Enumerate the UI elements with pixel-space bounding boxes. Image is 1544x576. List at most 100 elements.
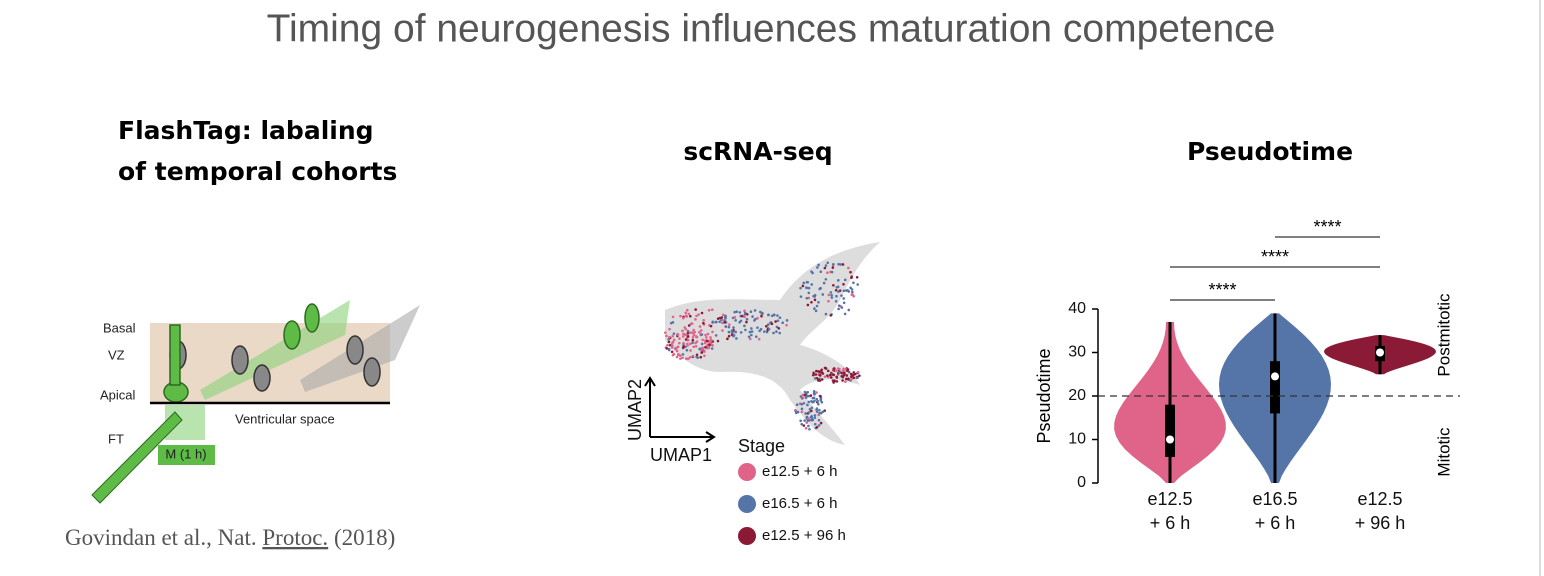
umap-cell <box>785 319 789 322</box>
umap-cell <box>815 304 819 308</box>
umap-cell <box>759 327 763 331</box>
umap-cell <box>810 399 813 403</box>
umap-cell <box>686 329 690 333</box>
umap-cell <box>851 290 854 294</box>
axis-label: UMAP1 <box>650 445 712 465</box>
y-axis-label: Pseudotime <box>1034 348 1054 443</box>
umap-cell <box>714 320 717 324</box>
umap-cell <box>720 318 723 322</box>
umap-cell <box>685 348 689 352</box>
umap-cell <box>727 334 731 338</box>
umap-cell <box>832 284 835 287</box>
umap-cell <box>807 296 811 300</box>
umap-cell <box>811 271 814 275</box>
umap-cell <box>705 339 709 343</box>
umap-cell <box>813 416 817 420</box>
legend-swatch <box>738 527 756 545</box>
umap-cell <box>678 337 681 340</box>
umap-cell <box>702 318 705 322</box>
umap-cell <box>727 330 731 334</box>
umap-cell <box>690 322 694 325</box>
umap-cell <box>810 301 813 304</box>
umap-cell <box>703 354 706 358</box>
umap-cell <box>799 419 802 423</box>
umap-cell <box>707 346 711 349</box>
umap-cell <box>820 368 823 372</box>
umap-cell <box>807 291 811 295</box>
umap-cell <box>831 266 835 269</box>
umap-cell <box>778 316 782 319</box>
umap-cell <box>843 312 847 316</box>
heading: of temporal cohorts <box>118 157 397 186</box>
umap-cell <box>692 328 695 332</box>
umap-cell <box>693 330 697 334</box>
umap-cell <box>724 314 727 318</box>
umap-cell <box>855 275 859 279</box>
umap-cell <box>748 330 752 334</box>
umap-cell <box>710 339 713 342</box>
umap-axes <box>644 376 716 443</box>
umap-cell <box>776 319 780 323</box>
umap-cell <box>837 307 840 311</box>
median <box>1271 372 1279 381</box>
umap-cell <box>816 266 819 269</box>
umap-cell <box>751 315 754 318</box>
umap-cell <box>696 356 700 359</box>
umap-cell <box>667 348 671 352</box>
umap-cell <box>698 330 701 334</box>
umap-cell <box>806 419 810 422</box>
umap-cell <box>683 326 687 329</box>
umap-cell <box>711 320 715 324</box>
umap-cell <box>858 374 861 377</box>
umap-cell <box>847 370 851 374</box>
umap-cell <box>710 308 714 311</box>
umap-cell <box>754 335 758 338</box>
umap-cell <box>670 346 674 349</box>
umap-cell <box>770 314 774 318</box>
umap-cell <box>733 316 737 319</box>
umap-cell <box>687 324 691 327</box>
umap-cell <box>839 263 842 266</box>
umap-cell <box>805 415 809 419</box>
axis-label: UMAP2 <box>625 379 645 441</box>
umap-cell <box>743 312 747 316</box>
umap-cell <box>756 326 759 329</box>
umap-cell <box>714 334 718 337</box>
umap-cell <box>681 335 685 338</box>
umap-cell <box>732 334 736 337</box>
umap-cell <box>684 314 688 318</box>
umap-cell <box>689 314 692 318</box>
legend-swatch <box>738 463 756 481</box>
umap-cell <box>759 310 762 314</box>
umap-cell <box>832 367 836 370</box>
umap-cell <box>681 329 684 333</box>
umap-cell <box>670 350 674 354</box>
umap-cell <box>676 353 680 357</box>
umap-cell <box>824 312 828 316</box>
umap-cell <box>727 325 731 329</box>
umap-cell <box>829 291 833 294</box>
umap-cell <box>671 334 675 338</box>
umap-cell <box>826 261 830 265</box>
umap-cell <box>687 312 691 316</box>
umap-cell <box>819 395 822 398</box>
umap-cell <box>705 336 708 339</box>
umap-cell <box>776 314 779 317</box>
umap-cell <box>843 278 847 282</box>
umap-cell <box>694 308 697 311</box>
umap-cell <box>664 331 667 334</box>
umap-cell <box>734 330 738 334</box>
umap-cell <box>721 313 725 317</box>
citation-part: Protoc. <box>262 525 328 550</box>
umap-cell <box>812 294 815 298</box>
umap-cell <box>819 421 823 425</box>
umap-cell <box>699 349 703 352</box>
umap-cell <box>691 331 694 335</box>
x-tick-label: + 6 h <box>1150 513 1191 533</box>
umap-cell <box>665 334 668 338</box>
umap-cell <box>804 412 807 415</box>
umap-cell <box>807 411 811 414</box>
umap-cell <box>815 391 818 394</box>
umap-cell <box>688 355 692 359</box>
umap-cell <box>844 377 848 381</box>
